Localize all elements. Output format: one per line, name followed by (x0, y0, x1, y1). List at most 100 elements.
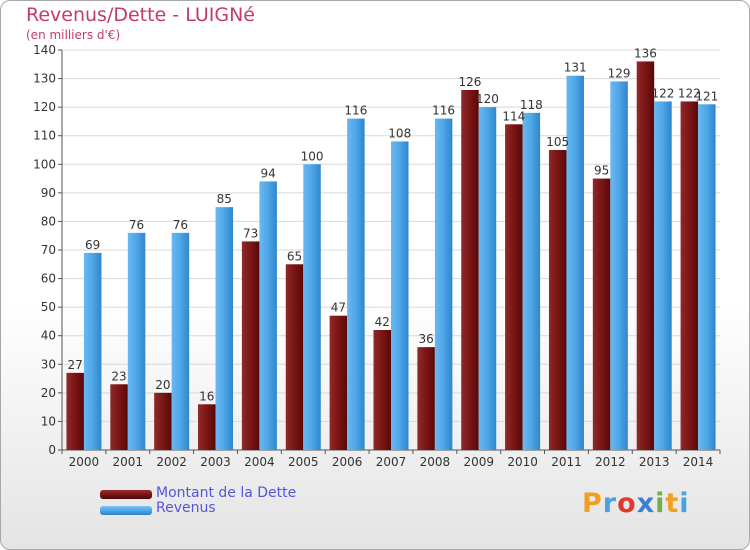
proxiti-logo: Proxiti (582, 488, 690, 519)
bar-debt (154, 392, 172, 450)
bar-revenue (127, 232, 146, 450)
x-tick-label: 2012 (595, 455, 626, 469)
data-label-revenue: 121 (695, 89, 718, 103)
bar-revenue (610, 81, 628, 450)
x-tick-label: 2011 (551, 455, 582, 469)
y-tick-label: 120 (33, 100, 56, 114)
logo-letter: o (617, 488, 637, 519)
bar-debt (373, 330, 391, 450)
x-tick-label: 2002 (156, 455, 187, 469)
legend-swatch-debt (100, 490, 152, 499)
data-label-debt: 105 (546, 135, 569, 149)
data-label-debt: 36 (418, 332, 433, 346)
bar-revenue (698, 104, 716, 451)
x-tick-label: 2006 (332, 455, 363, 469)
data-label-debt: 27 (68, 358, 83, 372)
x-tick-label: 2004 (244, 455, 275, 469)
x-tick-label: 2008 (420, 455, 451, 469)
data-label-revenue: 94 (261, 166, 276, 180)
y-tick-label: 40 (41, 329, 56, 343)
x-tick-label: 2001 (113, 455, 144, 469)
y-tick-label: 10 (41, 414, 56, 428)
data-label-debt: 65 (287, 249, 302, 263)
data-label-revenue: 100 (301, 149, 324, 163)
bar-debt (505, 124, 523, 451)
bar-debt (592, 178, 611, 451)
y-tick-label: 130 (33, 72, 56, 86)
data-label-revenue: 76 (173, 218, 188, 232)
data-label-revenue: 118 (520, 98, 543, 112)
bar-revenue (347, 118, 365, 451)
bar-revenue (391, 141, 409, 450)
legend-label-debt: Montant de la Dette (156, 485, 297, 501)
bar-debt (110, 384, 128, 450)
data-label-debt: 16 (199, 389, 214, 403)
bar-debt (680, 101, 699, 450)
bar-debt (198, 404, 216, 450)
x-tick-label: 2003 (200, 455, 231, 469)
chart-title: Revenus/Dette - LUIGNé (26, 4, 255, 26)
x-tick-label: 2009 (463, 455, 494, 469)
y-tick-label: 70 (41, 243, 56, 257)
data-label-debt: 126 (459, 75, 482, 89)
bar-debt (241, 241, 260, 450)
bar-revenue (83, 252, 102, 450)
data-labels: 27 69 23 76 20 76 16 85 73 94 65 100 47 116 42 108 36 116… (68, 46, 719, 403)
data-label-revenue: 129 (608, 66, 631, 80)
x-tick-label: 2010 (507, 455, 538, 469)
data-label-debt: 42 (375, 315, 390, 329)
bar-debt (285, 264, 304, 450)
data-label-debt: 95 (594, 164, 609, 178)
bar-revenue (171, 232, 190, 450)
y-tick-label: 20 (41, 386, 56, 400)
axes: 0 10 20 30 40 50 60 70 80 90 100 110 120 130 140 2000 20… (33, 43, 721, 469)
y-tick-label: 60 (41, 272, 56, 286)
data-label-debt: 23 (111, 369, 126, 383)
legend-label-revenue: Revenus (156, 500, 216, 516)
data-label-debt: 122 (678, 86, 701, 100)
y-tick-label: 50 (41, 300, 56, 314)
y-tick-label: 0 (48, 443, 56, 457)
logo-letter: x (636, 488, 656, 519)
bar-revenue (654, 101, 672, 450)
bar-debt (329, 315, 348, 450)
bar-debt (548, 150, 567, 450)
x-tick-label: 2014 (683, 455, 714, 469)
bar-revenue (478, 107, 497, 451)
logo-letter: r (602, 488, 618, 519)
x-tick-label: 2007 (376, 455, 407, 469)
y-tick-label: 80 (41, 214, 56, 228)
data-label-debt: 47 (331, 301, 346, 315)
bar-debt (417, 347, 435, 450)
logo-letter: P (582, 488, 603, 519)
bars (66, 61, 716, 451)
bar-revenue (434, 118, 453, 451)
y-tick-label: 140 (33, 43, 56, 57)
data-label-debt: 114 (502, 109, 525, 123)
data-label-revenue: 131 (564, 61, 587, 75)
data-label-revenue: 116 (344, 104, 367, 118)
logo-letter: t (665, 488, 680, 519)
y-tick-label: 30 (41, 357, 56, 371)
logo-letter: i (655, 488, 666, 519)
legend-swatch-revenue (100, 506, 152, 515)
data-label-revenue: 116 (432, 104, 455, 118)
chart-subtitle: (en milliers d'€) (26, 28, 121, 42)
data-label-revenue: 120 (476, 92, 499, 106)
bar-revenue (303, 164, 321, 451)
data-label-revenue: 69 (85, 238, 100, 252)
bar-revenue (566, 75, 584, 450)
data-label-revenue: 76 (129, 218, 144, 232)
bar-debt (66, 372, 84, 450)
data-label-debt: 136 (634, 46, 657, 60)
bar-revenue (215, 207, 234, 450)
logo-letter: i (679, 488, 690, 519)
y-tick-label: 90 (41, 186, 56, 200)
bar-debt (636, 61, 655, 451)
y-tick-label: 110 (33, 129, 56, 143)
data-label-revenue: 85 (217, 192, 232, 206)
x-tick-label: 2013 (639, 455, 670, 469)
data-label-debt: 73 (243, 226, 258, 240)
x-tick-label: 2000 (69, 455, 100, 469)
